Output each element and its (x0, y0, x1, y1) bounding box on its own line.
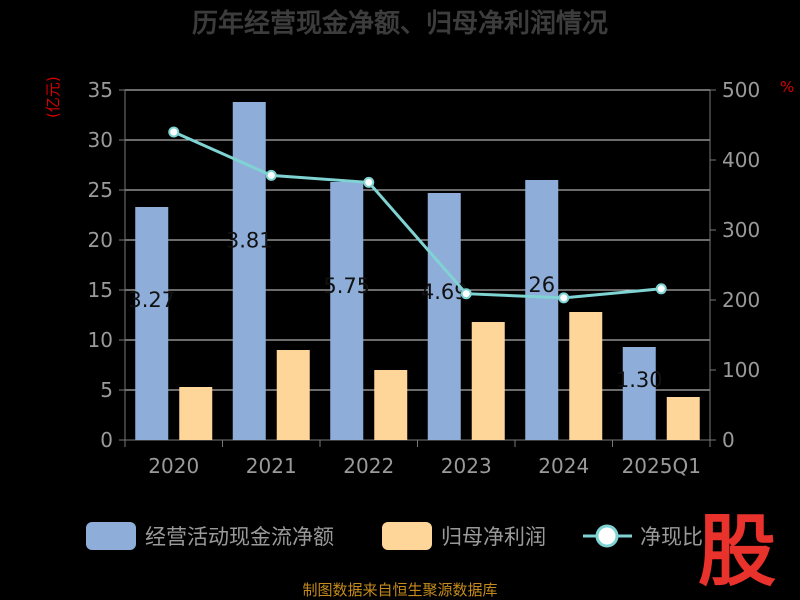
bar-cashflow (135, 207, 169, 440)
bar-data-label: 26 (528, 273, 555, 297)
bar-data-label: 5.75 (323, 274, 370, 298)
y-right-tick-label: 500 (722, 78, 760, 102)
bar-data-label: 3.81 (226, 228, 273, 252)
ratio-line-path (173, 130, 662, 300)
bar-data-label: 4.69 (421, 280, 468, 304)
legend-label-cashflow: 经营活动现金流净额 (145, 525, 334, 549)
x-axis: 2020 2021 2022 2023 2024 2025Q1 (124, 440, 711, 478)
y-right-tick-label: 200 (722, 288, 760, 312)
y-right-axis: 0 100 200 300 400 500 (709, 78, 760, 452)
legend-swatch-net-profit (382, 522, 432, 550)
bar-cashflow (427, 193, 461, 440)
x-tick-label: 2022 (343, 454, 394, 478)
y-right-unit-label: % (780, 78, 794, 96)
y-left-tick-label: 25 (88, 178, 113, 202)
legend-swatch-cashflow (86, 522, 136, 550)
ratio-point (363, 176, 375, 188)
bar-cashflow (525, 180, 559, 440)
bar-net-profit (666, 397, 700, 440)
bar-net-profit (276, 350, 310, 440)
legend: 经营活动现金流净额 归母净利润 净现比 (86, 522, 703, 550)
logo: 股 (698, 507, 776, 597)
y-right-tick-label: 0 (722, 428, 735, 452)
ratio-point (168, 126, 180, 138)
x-tick-label: 2024 (538, 454, 589, 478)
y-left-tick-label: 15 (88, 278, 113, 302)
y-left-tick-label: 0 (100, 428, 113, 452)
ratio-point (460, 288, 472, 300)
bar-data-label: 1.30 (616, 368, 663, 392)
y-right-tick-label: 400 (722, 148, 760, 172)
chart-title: 历年经营现金净额、归母净利润情况 (192, 8, 608, 39)
ratio-line (168, 126, 667, 304)
y-left-tick-label: 30 (88, 128, 113, 152)
bar-net-profit (179, 387, 213, 440)
y-left-tick-label: 10 (88, 328, 113, 352)
y-left-tick-label: 5 (100, 378, 113, 402)
x-tick-label: 2020 (148, 454, 199, 478)
legend-marker-ratio (595, 524, 619, 548)
legend-label-net-profit: 归母净利润 (441, 525, 546, 549)
x-tick-label: 2023 (441, 454, 492, 478)
legend-label-ratio: 净现比 (640, 525, 703, 549)
bar-cashflow (232, 102, 266, 440)
ratio-point (655, 283, 667, 295)
x-tick-label: 2025Q1 (622, 454, 701, 478)
y-right-tick-label: 300 (722, 218, 760, 242)
y-right-tick-label: 100 (722, 358, 760, 382)
bar-cashflow (622, 347, 656, 440)
bar-net-profit (374, 370, 408, 440)
source-note: 制图数据来自恒生聚源数据库 (302, 581, 497, 599)
x-tick-label: 2021 (246, 454, 297, 478)
ratio-point (558, 292, 570, 304)
bar-net-profit (471, 322, 505, 440)
y-left-unit-label: (亿元) (44, 76, 62, 118)
data-labels: 3.27 3.81 5.75 4.69 26 1.30 (128, 228, 662, 392)
bar-net-profit (569, 312, 603, 440)
y-left-axis: 0 5 10 15 20 25 30 35 (88, 78, 126, 452)
y-left-tick-label: 20 (88, 228, 113, 252)
bar-data-label: 3.27 (128, 288, 175, 312)
y-left-tick-label: 35 (88, 78, 113, 102)
ratio-point (265, 169, 277, 181)
bar-cashflow (330, 182, 364, 440)
bars (135, 102, 700, 440)
